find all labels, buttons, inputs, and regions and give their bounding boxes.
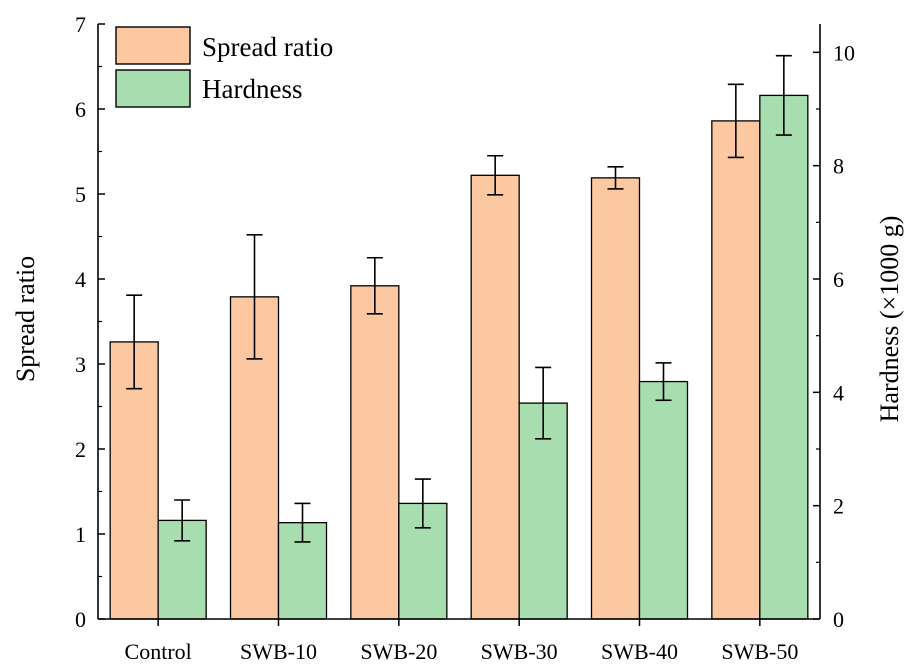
y-tick-label: 1 [75, 522, 86, 547]
y2-tick-label: 2 [833, 494, 844, 519]
axes-layer: 0 1 2 3 4 5 6 7 0 2 4 6 8 10 Control SWB-10 SWB-20 SWB-30… [75, 12, 855, 664]
x-tick-label: SWB-20 [360, 639, 437, 664]
y2-tick-label: 0 [833, 607, 844, 632]
y2-tick-label: 6 [833, 267, 844, 292]
bar-hardness-swb-10 [277, 522, 328, 620]
error-bar-spread-ratio-control [126, 294, 143, 390]
x-tick-label: Control [125, 639, 192, 664]
error-bar-hardness-swb-20 [414, 478, 431, 529]
y2-axis-title: Hardness (×1000 g) [875, 216, 904, 423]
y-tick-label: 2 [75, 437, 86, 462]
error-bar-hardness-swb-50 [775, 54, 792, 136]
x-tick-label: SWB-40 [601, 639, 678, 664]
y-tick-label: 6 [75, 97, 86, 122]
error-bar-spread-ratio-swb-10 [246, 234, 263, 360]
error-bar-spread-ratio-swb-30 [487, 154, 504, 196]
x-tick-label: SWB-30 [481, 639, 558, 664]
error-bar-hardness-swb-30 [535, 366, 552, 440]
y-tick-label: 4 [75, 267, 86, 292]
legend-label-spread-ratio: Spread ratio [202, 32, 333, 62]
error-bar-spread-ratio-swb-20 [366, 256, 383, 315]
y-tick-label: 0 [75, 607, 86, 632]
error-bar-spread-ratio-swb-40 [607, 166, 624, 190]
legend-label-hardness: Hardness [202, 74, 302, 104]
x-tick-label: SWB-10 [240, 639, 317, 664]
error-bars-layer [126, 54, 792, 543]
bar-spread-ratio-swb-50 [711, 120, 761, 620]
y-tick-label: 5 [75, 182, 86, 207]
y2-tick-label: 4 [833, 380, 844, 405]
error-bar-hardness-swb-10 [294, 502, 311, 543]
y2-tick-label: 8 [833, 154, 844, 179]
legend-swatch-spread-ratio [115, 26, 191, 65]
bar-hardness-swb-40 [638, 380, 689, 620]
legend-swatch-hardness [115, 69, 191, 108]
x-tick-label: SWB-50 [721, 639, 798, 664]
bar-hardness-swb-50 [759, 94, 809, 620]
error-bar-hardness-control [174, 499, 191, 542]
bar-spread-ratio-swb-40 [590, 177, 641, 620]
y-tick-label: 7 [75, 12, 86, 37]
bars-layer [109, 94, 809, 620]
y2-tick-label: 10 [833, 40, 855, 65]
y-axis-title: Spread ratio [11, 256, 40, 382]
bar-spread-ratio-swb-30 [470, 174, 520, 620]
error-bar-hardness-swb-40 [655, 362, 672, 402]
error-bar-spread-ratio-swb-50 [727, 83, 744, 159]
bar-spread-ratio-swb-20 [350, 285, 400, 620]
y-tick-label: 3 [75, 352, 86, 377]
legend: Spread ratio Hardness [115, 26, 333, 108]
